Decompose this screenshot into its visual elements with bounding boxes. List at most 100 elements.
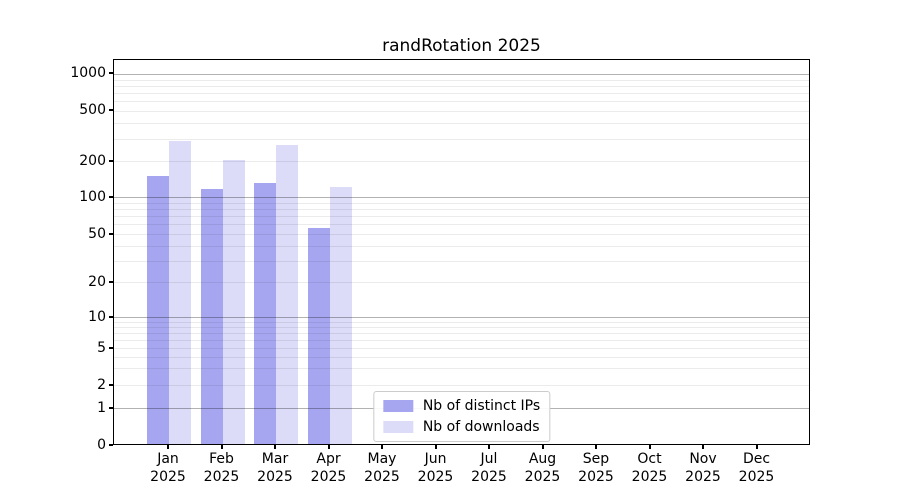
x-tick-mark [648, 445, 651, 449]
legend-swatch-icon [382, 400, 413, 412]
legend-label: Nb of distinct IPs [422, 398, 541, 414]
x-tick-year: 2025 [257, 469, 293, 485]
y-tick-label: 1000 [70, 65, 106, 82]
x-tick-year: 2025 [417, 469, 454, 485]
x-tick-label: Nov 2025 [661, 450, 745, 486]
y-tick-mark [109, 72, 113, 75]
x-tick-label: Sep 2025 [554, 450, 638, 486]
y-tick-mark [109, 316, 113, 319]
minor-gridline [114, 356, 809, 358]
y-tick-label: 50 [88, 226, 106, 243]
bar-mar-downloads [276, 144, 298, 444]
minor-gridline [114, 281, 809, 283]
y-tick-label: 100 [79, 188, 106, 205]
major-gridline [114, 316, 809, 318]
plot-area: Nb of distinct IPs Nb of downloads [113, 59, 810, 445]
minor-gridline [114, 224, 809, 226]
x-tick-mark [702, 445, 704, 449]
x-tick-mark [755, 445, 758, 449]
x-tick-year: 2025 [203, 469, 240, 485]
y-tick-mark [109, 384, 113, 387]
bars-layer [114, 60, 809, 444]
minor-gridline [114, 339, 809, 341]
chart-title: randRotation 2025 [382, 36, 541, 56]
x-tick-mark [274, 445, 276, 449]
bar-apr-downloads [329, 186, 352, 444]
minor-gridline [114, 347, 809, 349]
x-tick-year: 2025 [310, 469, 347, 485]
x-tick-label: Jan 2025 [126, 450, 210, 486]
x-tick-year: 2025 [738, 469, 775, 485]
minor-gridline [114, 79, 809, 81]
y-tick-mark [109, 444, 113, 446]
minor-gridline [114, 100, 809, 102]
x-tick-month: Mar [261, 451, 289, 467]
legend-item: Nb of distinct IPs [382, 397, 541, 415]
y-tick-label: 20 [88, 274, 106, 291]
x-tick-label: Jun 2025 [394, 450, 478, 486]
bar-feb-downloads [222, 160, 245, 444]
x-tick-month: Sep [582, 451, 610, 467]
y-tick-mark [109, 195, 113, 198]
x-tick-month: Nov [689, 451, 717, 467]
x-tick-month: Dec [742, 451, 771, 467]
minor-gridline [114, 110, 809, 112]
x-tick-mark [434, 445, 437, 449]
x-tick-month: Jan [157, 451, 179, 467]
bar-apr-distinct-ips [307, 228, 330, 444]
bar-jan-distinct-ips [147, 176, 169, 444]
x-tick-month: Jun [424, 451, 447, 467]
x-tick-label: Apr 2025 [287, 450, 371, 486]
y-tick-label: 200 [79, 152, 106, 169]
bar-jan-downloads [169, 141, 191, 444]
y-tick-label: 10 [88, 309, 106, 326]
minor-gridline [114, 85, 809, 87]
y-tick-mark [109, 347, 113, 350]
x-tick-month: Aug [528, 451, 557, 467]
x-tick-mark [488, 445, 490, 449]
gridlines [114, 60, 809, 444]
x-tick-label: Dec 2025 [715, 450, 799, 486]
x-tick-mark [220, 445, 223, 449]
x-tick-label: Mar 2025 [233, 450, 317, 486]
y-tick-label: 2 [97, 377, 106, 394]
minor-gridline [114, 209, 809, 211]
minor-gridline [114, 260, 809, 262]
minor-gridline [114, 122, 809, 124]
minor-gridline [114, 138, 809, 140]
minor-gridline [114, 321, 809, 323]
x-tick-year: 2025 [364, 469, 400, 485]
x-tick-label: Feb 2025 [180, 450, 264, 486]
x-tick-month: Jul [480, 451, 498, 467]
x-tick-mark [541, 445, 544, 449]
x-tick-month: Oct [637, 451, 662, 467]
x-tick-month: Apr [316, 451, 341, 467]
y-tick-label: 0 [97, 437, 106, 453]
y-tick-mark [109, 281, 113, 284]
x-tick-year: 2025 [471, 469, 507, 485]
y-tick-mark [109, 407, 113, 410]
minor-gridline [114, 216, 809, 218]
minor-gridline [114, 326, 809, 328]
minor-gridline [114, 384, 809, 386]
y-tick-mark [109, 159, 113, 162]
x-tick-year: 2025 [150, 469, 186, 485]
x-tick-label: Jul 2025 [447, 450, 531, 486]
y-tick-label: 5 [97, 340, 106, 357]
y-tick-label: 1 [97, 400, 106, 417]
minor-gridline [114, 234, 809, 236]
minor-gridline [114, 332, 809, 334]
x-tick-year: 2025 [631, 469, 668, 485]
x-tick-month: Feb [209, 451, 234, 467]
legend-item: Nb of downloads [382, 418, 540, 436]
x-tick-label: May 2025 [340, 450, 424, 486]
bar-feb-distinct-ips [200, 189, 223, 444]
legend-swatch-icon [382, 421, 413, 433]
x-tick-month: May [367, 451, 397, 467]
legend-label: Nb of downloads [422, 419, 540, 435]
minor-gridline [114, 245, 809, 247]
x-tick-label: Aug 2025 [501, 450, 585, 486]
x-tick-mark [167, 445, 169, 449]
minor-gridline [114, 92, 809, 94]
